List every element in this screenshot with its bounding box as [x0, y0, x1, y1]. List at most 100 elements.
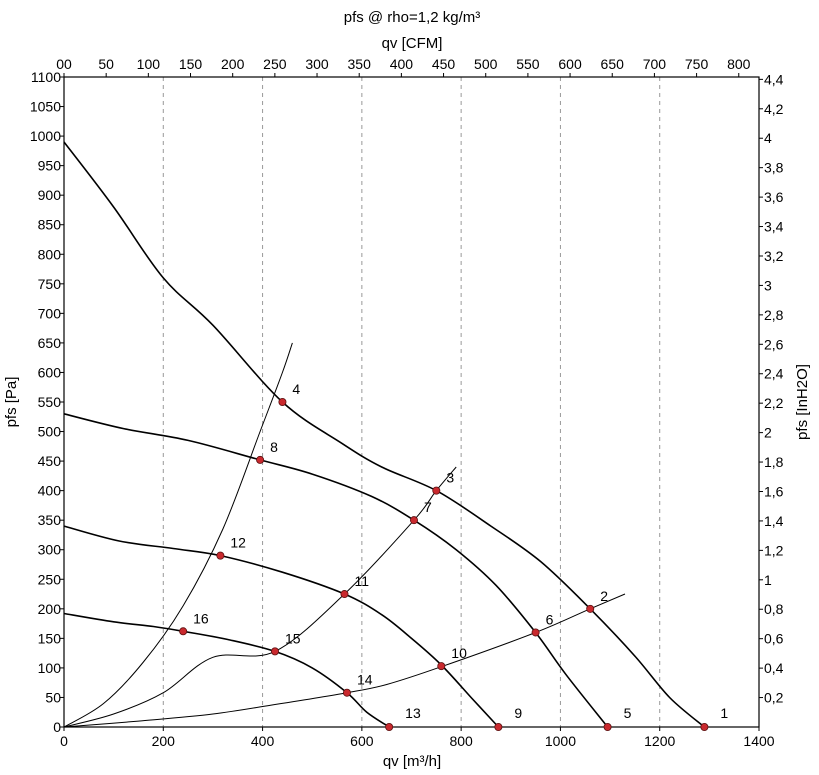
- y-tick-label: 700: [38, 305, 62, 321]
- y2-tick-label: 1,4: [764, 513, 784, 529]
- x2-tick-label: 350: [348, 56, 372, 72]
- operating-point-label: 2: [600, 588, 608, 604]
- y-tick-label: 800: [38, 246, 62, 262]
- y-tick-label: 350: [38, 512, 62, 528]
- y-tick-label: 1050: [30, 99, 61, 115]
- operating-point-label: 15: [285, 630, 301, 646]
- operating-point: [256, 455, 265, 464]
- x-tick-label: 1400: [743, 733, 774, 749]
- y2-tick-label: 1,8: [764, 454, 784, 470]
- x-tick-label: 0: [60, 733, 68, 749]
- y-axis-title: pfs [Pa]: [3, 377, 20, 428]
- operating-point-label: 8: [270, 439, 278, 455]
- operating-point: [179, 627, 188, 636]
- y-tick-label: 900: [38, 187, 62, 203]
- y2-axis-title: pfs [InH2O]: [794, 364, 811, 440]
- x2-tick-label: 00: [56, 56, 72, 72]
- operating-point-label: 4: [292, 381, 300, 397]
- operating-point: [531, 628, 540, 637]
- y2-tick-label: 3,2: [764, 248, 784, 264]
- y2-tick-label: 2,8: [764, 307, 784, 323]
- system-curve: [63, 466, 457, 728]
- y2-axis-ticks: 0,2 0,4 0,6 0,8 1 1,2 1,4 1,6 1,8 2 2,2 2,4 2,6 2,8 3 3…: [759, 71, 784, 706]
- y2-tick-label: 2,4: [764, 366, 784, 382]
- operating-point: [700, 723, 709, 732]
- x2-tick-label: 50: [98, 56, 114, 72]
- operating-point: [494, 723, 503, 732]
- operating-point-label: 3: [446, 470, 454, 486]
- y2-tick-label: 4,4: [764, 71, 784, 87]
- x2-tick-label: 700: [643, 56, 667, 72]
- y-tick-label: 600: [38, 364, 62, 380]
- y2-tick-label: 2,6: [764, 336, 784, 352]
- y-tick-label: 1100: [31, 69, 61, 85]
- operating-point-label: 10: [451, 645, 467, 661]
- y-tick-label: 100: [38, 660, 62, 676]
- y-tick-label: 750: [38, 276, 62, 292]
- y-tick-label: 950: [38, 158, 62, 174]
- grid-lines: [162, 77, 661, 727]
- y2-tick-label: 3,4: [764, 219, 784, 235]
- x2-tick-label: 100: [137, 56, 161, 72]
- y-tick-label: 850: [38, 217, 62, 233]
- operating-point-label: 14: [357, 672, 373, 688]
- y-tick-label: 400: [38, 483, 62, 499]
- x2-tick-label: 250: [263, 56, 287, 72]
- y2-tick-label: 0,8: [764, 601, 784, 617]
- y2-tick-label: 2: [764, 425, 772, 441]
- y-tick-label: 50: [45, 689, 61, 705]
- x-tick-label: 1200: [644, 733, 675, 749]
- operating-point: [437, 662, 446, 671]
- operating-point-label: 5: [624, 705, 632, 721]
- x2-tick-label: 150: [179, 56, 203, 72]
- chart-title: pfs @ rho=1,2 kg/m³: [344, 9, 481, 26]
- system-curve: [63, 342, 293, 728]
- x2-tick-label: 400: [390, 56, 414, 72]
- operating-point: [586, 604, 595, 613]
- operating-point-label: 12: [230, 535, 246, 551]
- x2-axis-ticks: 00 50 100 150 200 250 300 350 400 450 500 550 600 650…: [56, 56, 751, 77]
- curves: [63, 141, 705, 728]
- y2-tick-label: 3,6: [764, 189, 784, 205]
- operating-point-label: 16: [193, 610, 209, 626]
- x-tick-label: 1000: [545, 733, 576, 749]
- operating-point-label: 11: [354, 573, 369, 589]
- y2-tick-label: 3,8: [764, 160, 784, 176]
- x2-tick-label: 550: [516, 56, 540, 72]
- operating-point: [340, 590, 349, 599]
- x2-tick-label: 650: [601, 56, 625, 72]
- y-tick-label: 200: [38, 601, 62, 617]
- operating-point-label: 13: [405, 705, 421, 721]
- y-tick-label: 300: [38, 542, 62, 558]
- y-tick-label: 1000: [30, 128, 61, 144]
- y-tick-label: 500: [38, 424, 62, 440]
- fan-curve: [63, 141, 705, 728]
- operating-point-label: 7: [424, 499, 432, 515]
- x2-tick-label: 300: [305, 56, 329, 72]
- x2-tick-label: 600: [558, 56, 582, 72]
- y2-tick-label: 2,2: [764, 395, 784, 411]
- operating-point-label: 1: [720, 705, 728, 721]
- y2-tick-label: 4: [764, 130, 772, 146]
- x2-tick-label: 450: [432, 56, 456, 72]
- y-axis-ticks: 0 50 100 150 200 250 300 350 400 450 500 550 600 650 7…: [30, 69, 64, 735]
- y2-tick-label: 3: [764, 277, 772, 293]
- y2-tick-label: 4,2: [764, 101, 784, 117]
- operating-point: [432, 486, 441, 495]
- x2-tick-label: 500: [474, 56, 498, 72]
- y-tick-label: 550: [38, 394, 62, 410]
- operating-point-label: 6: [546, 611, 554, 627]
- y2-tick-label: 0,6: [764, 631, 784, 647]
- operating-point: [278, 397, 287, 406]
- system-curve: [63, 593, 626, 728]
- x-axis-ticks: 0 200 400 600 800 1000 1200 1400: [60, 727, 775, 749]
- operating-point: [216, 551, 225, 560]
- operating-point-label: 9: [514, 705, 522, 721]
- y-tick-label: 150: [38, 630, 62, 646]
- x-tick-label: 600: [350, 733, 374, 749]
- x-axis-title: qv [m³/h]: [383, 753, 441, 770]
- x2-tick-label: 750: [685, 56, 709, 72]
- y2-tick-label: 1,6: [764, 483, 784, 499]
- fan-curve: [63, 525, 499, 728]
